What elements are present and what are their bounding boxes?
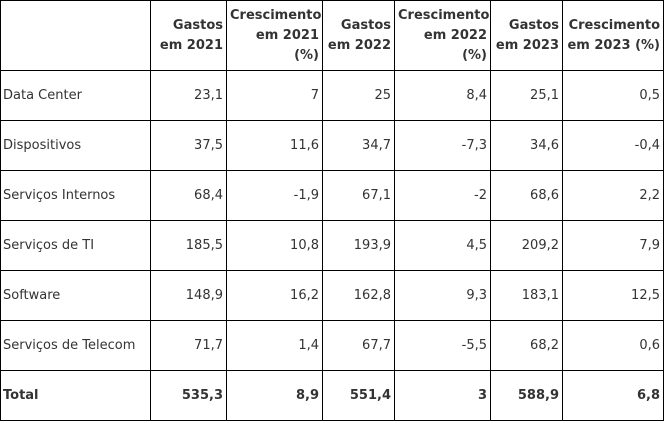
cell-crescimento-2023: 12,5 [562,270,664,321]
cell-crescimento-2023: 0,6 [562,320,664,371]
cell-gastos-2023: 68,2 [490,320,563,371]
table-row: Data Center 23,1 7 25 8,4 25,1 0,5 [0,70,664,121]
cell-crescimento-2021: 11,6 [226,120,323,171]
cell-crescimento-2023: 0,5 [562,70,664,121]
header-row: Gastos em 2021 Crescimento em 2021 (%) G… [0,0,664,71]
cell-category: Dispositivos [0,120,151,171]
cell-gastos-2023: 588,9 [490,370,563,421]
cell-crescimento-2022: 4,5 [394,220,491,271]
cell-gastos-2022: 34,7 [322,120,395,171]
table-row: Software 148,9 16,2 162,8 9,3 183,1 12,5 [0,270,664,321]
cell-crescimento-2023: 2,2 [562,170,664,221]
cell-gastos-2022: 25 [322,70,395,121]
cell-gastos-2021: 23,1 [150,70,227,121]
cell-crescimento-2022: -7,3 [394,120,491,171]
table-row: Dispositivos 37,5 11,6 34,7 -7,3 34,6 -0,4 [0,120,664,171]
cell-category: Total [0,370,151,421]
cell-crescimento-2021: 1,4 [226,320,323,371]
header-cell-gastos-2022: Gastos em 2022 [322,0,395,71]
cell-gastos-2021: 148,9 [150,270,227,321]
header-cell-crescimento-2023: Crescimento em 2023 (%) [562,0,664,71]
cell-gastos-2021: 535,3 [150,370,227,421]
cell-category: Serviços Internos [0,170,151,221]
cell-crescimento-2023: -0,4 [562,120,664,171]
cell-gastos-2022: 162,8 [322,270,395,321]
header-cell-crescimento-2021: Crescimento em 2021 (%) [226,0,323,71]
total-row: Total 535,3 8,9 551,4 3 588,9 6,8 [0,370,664,421]
cell-category: Serviços de TI [0,220,151,271]
header-cell-category [0,0,151,71]
cell-crescimento-2022: 9,3 [394,270,491,321]
table-body: Data Center 23,1 7 25 8,4 25,1 0,5 Dispositivos… [0,70,664,421]
cell-crescimento-2022: -2 [394,170,491,221]
cell-gastos-2021: 37,5 [150,120,227,171]
cell-crescimento-2021: 8,9 [226,370,323,421]
cell-crescimento-2022: -5,5 [394,320,491,371]
cell-category: Software [0,270,151,321]
cell-gastos-2023: 209,2 [490,220,563,271]
cell-gastos-2021: 68,4 [150,170,227,221]
cell-gastos-2022: 67,7 [322,320,395,371]
cell-gastos-2022: 551,4 [322,370,395,421]
cell-category: Data Center [0,70,151,121]
header-cell-gastos-2021: Gastos em 2021 [150,0,227,71]
table-row: Serviços Internos 68,4 -1,9 67,1 -2 68,6 2,2 [0,170,664,221]
cell-gastos-2023: 183,1 [490,270,563,321]
cell-gastos-2023: 25,1 [490,70,563,121]
cell-gastos-2022: 193,9 [322,220,395,271]
cell-crescimento-2023: 7,9 [562,220,664,271]
header-cell-crescimento-2022: Crescimento em 2022 (%) [394,0,491,71]
cell-gastos-2023: 68,6 [490,170,563,221]
cell-crescimento-2021: 16,2 [226,270,323,321]
table-row: Serviços de Telecom 71,7 1,4 67,7 -5,5 68,2 0,… [0,320,664,371]
cell-crescimento-2022: 8,4 [394,70,491,121]
table-row: Serviços de TI 185,5 10,8 193,9 4,5 209,2 7,9 [0,220,664,271]
cell-category: Serviços de Telecom [0,320,151,371]
cell-crescimento-2021: 10,8 [226,220,323,271]
cell-crescimento-2023: 6,8 [562,370,664,421]
cell-gastos-2021: 71,7 [150,320,227,371]
cell-crescimento-2022: 3 [394,370,491,421]
cell-gastos-2023: 34,6 [490,120,563,171]
cell-gastos-2022: 67,1 [322,170,395,221]
header-cell-gastos-2023: Gastos em 2023 [490,0,563,71]
cell-gastos-2021: 185,5 [150,220,227,271]
cell-crescimento-2021: 7 [226,70,323,121]
cell-crescimento-2021: -1,9 [226,170,323,221]
